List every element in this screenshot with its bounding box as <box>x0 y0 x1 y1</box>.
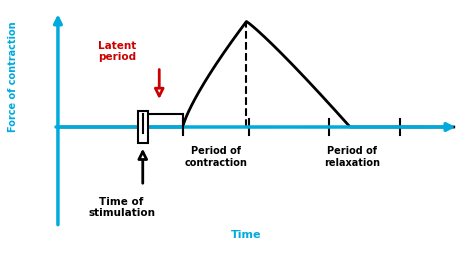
Text: Force of contraction: Force of contraction <box>8 21 18 132</box>
Text: Period of
contraction: Period of contraction <box>184 146 247 168</box>
Text: Latent
period: Latent period <box>98 41 136 62</box>
Bar <box>137 111 148 143</box>
Text: Period of
relaxation: Period of relaxation <box>324 146 381 168</box>
Text: Time: Time <box>231 230 262 240</box>
Text: Time of
stimulation: Time of stimulation <box>88 197 155 218</box>
